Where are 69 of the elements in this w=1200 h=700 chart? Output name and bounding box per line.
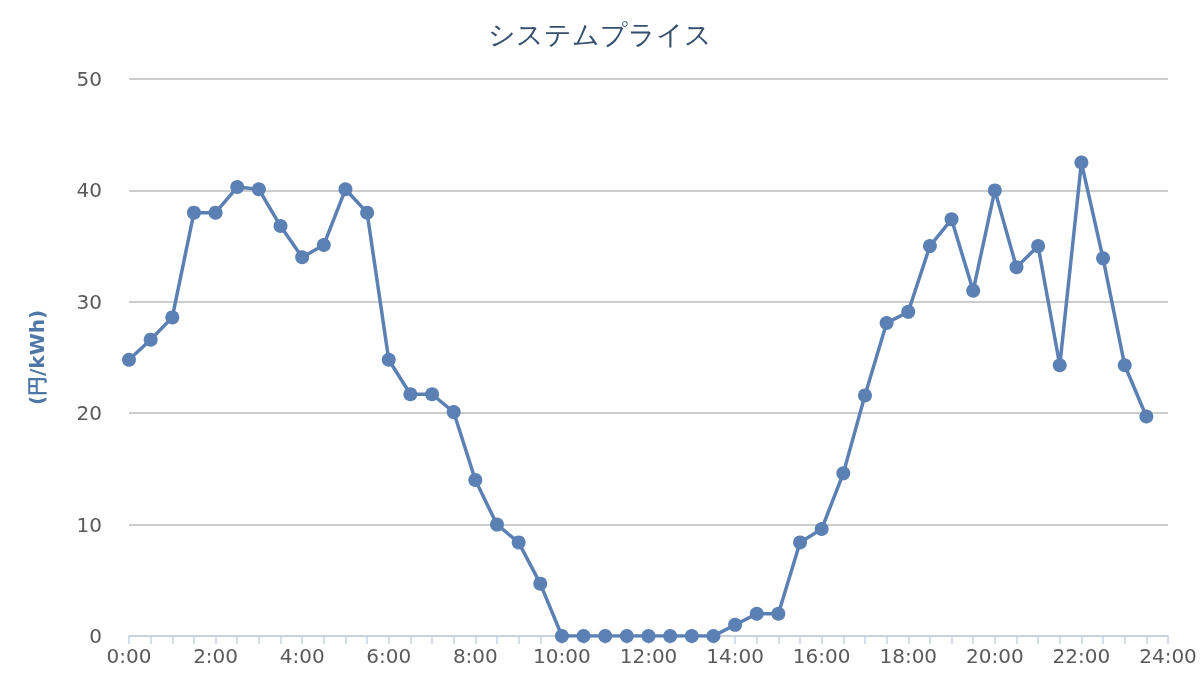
point: [143, 332, 158, 347]
y-tick-label: 10: [76, 512, 102, 537]
point: [1139, 409, 1154, 424]
point: [1074, 155, 1089, 170]
x-tick-label: 22:00: [1052, 644, 1111, 668]
point: [511, 535, 526, 550]
point: [1009, 260, 1024, 275]
point: [1117, 358, 1132, 373]
point: [879, 315, 894, 330]
point: [771, 606, 786, 621]
point: [814, 522, 829, 537]
x-tick-label: 20:00: [966, 644, 1024, 668]
x-tick-label: 8:00: [452, 644, 498, 668]
point: [316, 237, 331, 252]
x-tick-label: 14:00: [706, 644, 764, 668]
chart-title: システムプライス: [488, 19, 712, 50]
point: [966, 283, 981, 298]
point: [684, 629, 699, 643]
point: [1031, 239, 1046, 254]
y-tick-label: 20: [76, 401, 102, 426]
point: [749, 606, 764, 621]
point: [987, 183, 1002, 198]
point: [1096, 251, 1111, 266]
point: [663, 629, 678, 643]
point: [922, 239, 937, 254]
point: [425, 387, 440, 402]
point: [338, 182, 353, 197]
point: [533, 576, 548, 591]
point: [576, 629, 591, 643]
point: [381, 352, 396, 367]
point: [165, 310, 180, 325]
point: [295, 250, 310, 265]
point: [619, 629, 634, 643]
point: [706, 629, 721, 643]
point: [857, 388, 872, 403]
x-tick-label: 16:00: [792, 644, 851, 668]
point: [360, 205, 375, 220]
point: [468, 473, 483, 488]
x-tick-label: 2:00: [193, 644, 239, 668]
point: [251, 182, 266, 197]
x-tick-label: 10:00: [533, 644, 591, 668]
point: [230, 180, 245, 195]
point: [944, 212, 959, 227]
x-tick-label: 24:00: [1139, 644, 1197, 668]
x-tick-label: 4:00: [279, 644, 325, 668]
x-tick-label: 0:00: [106, 644, 152, 668]
point: [1052, 358, 1067, 373]
x-tick-label: 6:00: [366, 644, 412, 668]
point: [641, 629, 656, 643]
point: [598, 629, 613, 643]
point: [403, 387, 418, 402]
point: [793, 535, 808, 550]
point: [836, 466, 851, 481]
point: [122, 352, 136, 367]
point: [186, 205, 201, 220]
y-tick-label: 40: [76, 178, 102, 203]
y-axis-title: (円/kWh): [25, 309, 49, 406]
x-tick-label: 18:00: [879, 644, 938, 668]
point: [728, 617, 743, 632]
point: [554, 629, 569, 643]
x-tick-label: 12:00: [619, 644, 678, 668]
point: [489, 517, 504, 532]
y-tick-label: 50: [76, 67, 102, 91]
point: [446, 405, 461, 420]
point: [208, 205, 223, 220]
y-tick-label: 30: [76, 289, 102, 314]
point: [901, 304, 916, 319]
point: [273, 219, 288, 234]
y-tick-label: 0: [89, 624, 102, 648]
